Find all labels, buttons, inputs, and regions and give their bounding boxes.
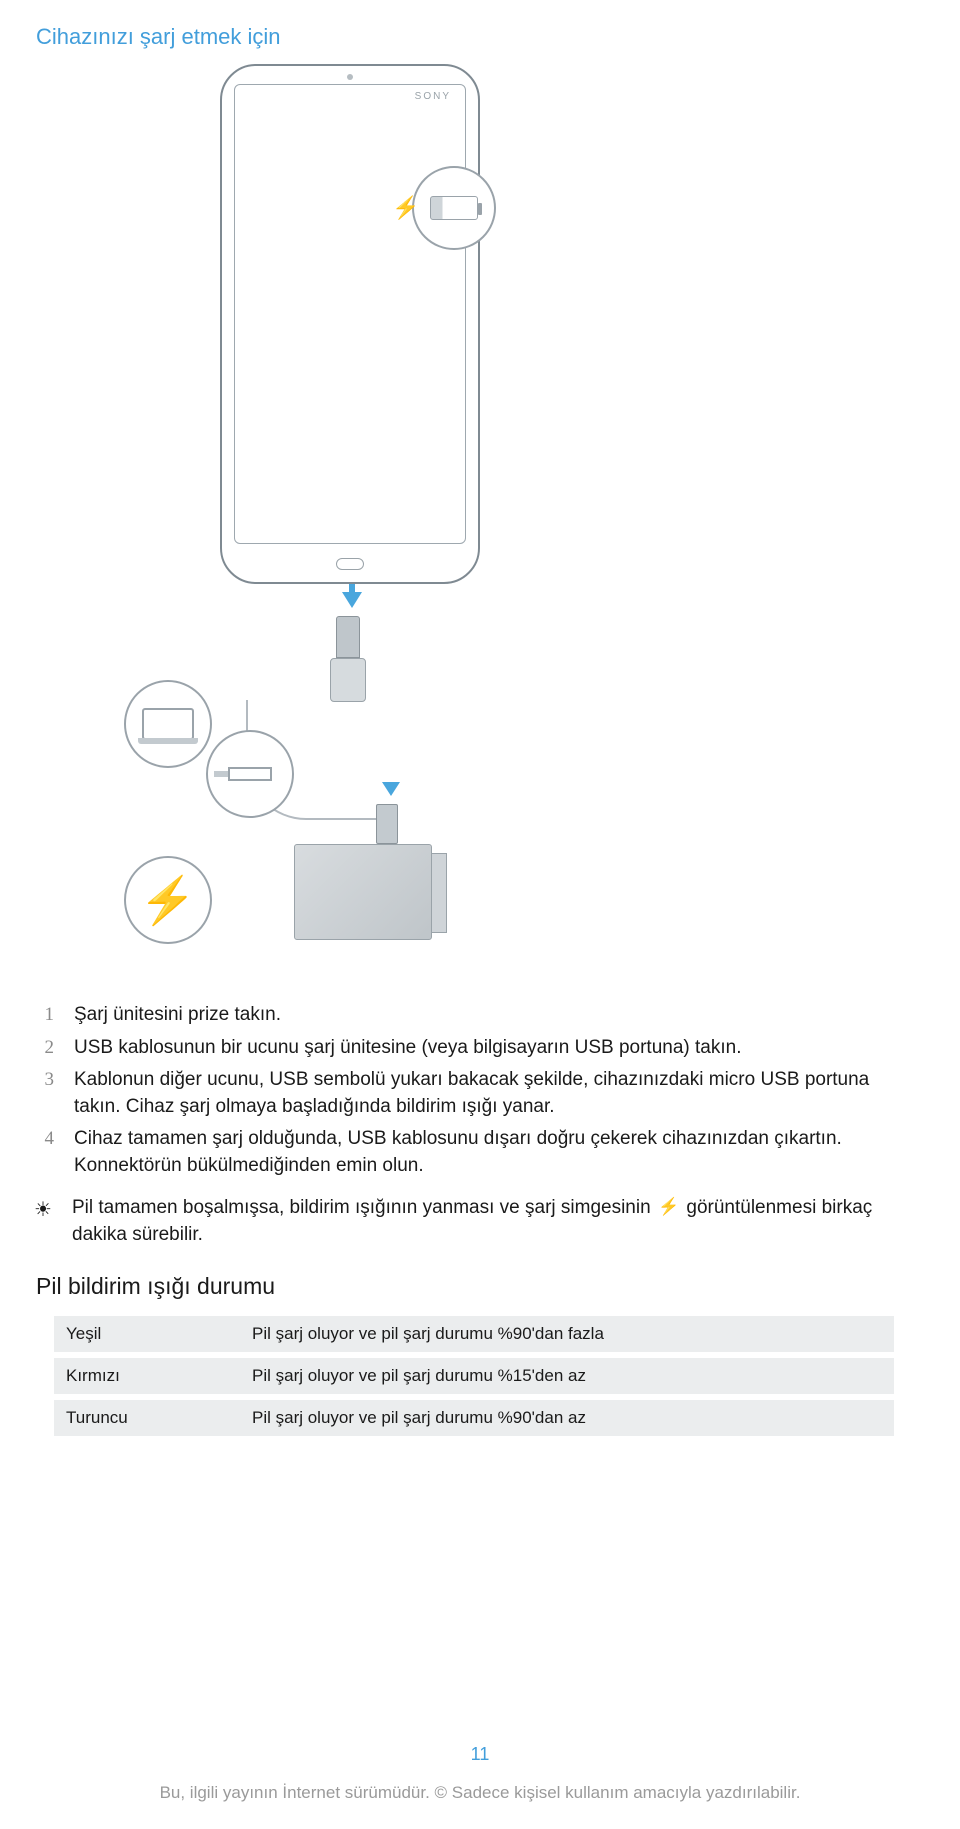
step-number: 3 [36,1067,54,1120]
table-row: Yeşil Pil şarj oluyor ve pil şarj durumu… [54,1316,894,1352]
step-text: Şarj ünitesini prize takın. [74,1002,281,1029]
tip-text: Pil tamamen boşalmışsa, bildirim ışığını… [72,1194,904,1249]
step-number: 2 [36,1035,54,1062]
tip-note: ☀ Pil tamamen boşalmışsa, bildirim ışığı… [32,1194,904,1249]
usb-micro-plug [336,616,360,658]
laptop-circle [124,680,212,768]
step-text: USB kablosunun bir ucunu şarj ünitesine … [74,1035,741,1062]
status-table: Yeşil Pil şarj oluyor ve pil şarj durumu… [54,1316,894,1436]
arrow-down-icon-2 [382,782,400,796]
step-text: Kablonun diğer ucunu, USB sembolü yukarı… [74,1067,904,1120]
phone-home-button [336,558,364,570]
arrow-down-icon [342,592,362,608]
status-desc: Pil şarj oluyor ve pil şarj durumu %90'd… [240,1316,894,1352]
status-label: Yeşil [54,1316,240,1352]
phone-screen: SONY [234,84,466,544]
step-text: Cihaz tamamen şarj olduğunda, USB kablos… [74,1126,904,1179]
status-label: Kırmızı [54,1358,240,1394]
step-row: 3 Kablonun diğer ucunu, USB sembolü yuka… [36,1067,904,1120]
page-number: 11 [471,1744,490,1765]
phone-outline: SONY ⚡ [220,64,480,584]
charger-usb-plug [376,804,398,844]
laptop-icon [142,708,194,740]
step-row: 4 Cihaz tamamen şarj olduğunda, USB kabl… [36,1126,904,1179]
battery-icon [430,196,478,220]
inline-bolt-icon: ⚡ [658,1197,679,1216]
tip-text-before: Pil tamamen boşalmışsa, bildirim ışığını… [72,1197,651,1218]
lightbulb-icon: ☀ [32,1196,54,1249]
footer-text: Bu, ilgili yayının İnternet sürümüdür. ©… [0,1783,960,1803]
bolt-icon: ⚡ [392,195,419,221]
step-number: 4 [36,1126,54,1179]
step-row: 1 Şarj ünitesini prize takın. [36,1002,904,1029]
step-number: 1 [36,1002,54,1029]
table-row: Kırmızı Pil şarj oluyor ve pil şarj duru… [54,1358,894,1394]
status-subheading: Pil bildirim ışığı durumu [36,1273,904,1300]
step-row: 2 USB kablosunun bir ucunu şarj ünitesin… [36,1035,904,1062]
charging-illustration: SONY ⚡ ⚡ [124,64,534,984]
status-desc: Pil şarj oluyor ve pil şarj durumu %15'd… [240,1358,894,1394]
status-label: Turuncu [54,1400,240,1436]
usb-a-circle [206,730,294,818]
section-title: Cihazınızı şarj etmek için [36,24,904,50]
status-desc: Pil şarj oluyor ve pil şarj durumu %90'd… [240,1400,894,1436]
steps-list: 1 Şarj ünitesini prize takın. 2 USB kabl… [36,1002,904,1180]
battery-badge: ⚡ [412,166,496,250]
usb-micro-body [330,658,366,702]
charger-prong [431,853,447,933]
power-circle: ⚡ [124,856,212,944]
phone-brand-label: SONY [415,91,451,102]
phone-camera-dot [347,74,353,80]
usb-a-icon [228,767,272,781]
wall-charger [294,844,432,940]
table-row: Turuncu Pil şarj oluyor ve pil şarj duru… [54,1400,894,1436]
power-bolt-icon: ⚡ [139,873,196,928]
